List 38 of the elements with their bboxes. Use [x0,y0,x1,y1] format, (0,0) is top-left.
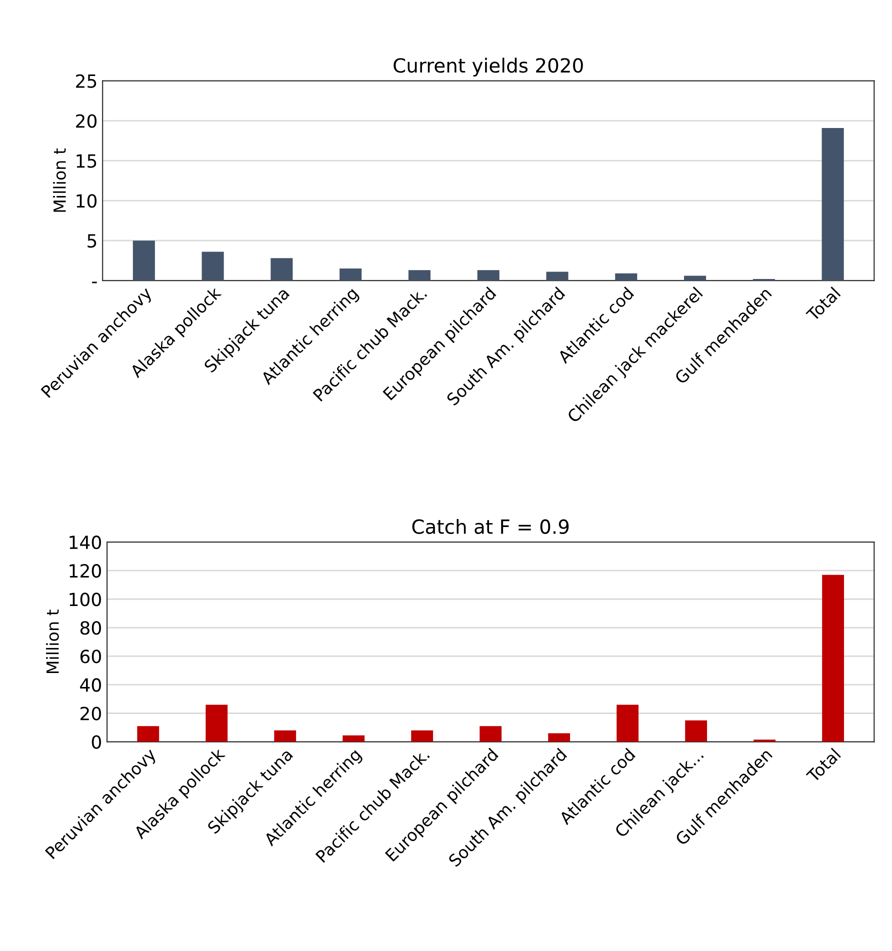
y-tick-label: 15 [76,154,96,168]
bar [546,272,568,281]
bar [206,704,228,742]
bar [137,726,160,742]
y-tick-label: 140 [70,536,101,550]
y-tick-label: 120 [70,564,101,578]
chart-title: Catch at F = 0.9 [412,518,569,534]
bar [548,733,570,742]
bar [477,270,500,281]
y-tick-label: 0 [92,735,101,749]
bar [411,730,434,742]
bar [340,268,362,281]
bar [274,730,296,742]
y-tick-label: 20 [80,706,101,720]
y-tick-label: 5 [88,234,96,248]
y-tick-label: 60 [80,650,101,664]
bar [270,258,293,281]
bar [132,240,155,281]
y-tick-label: 20 [76,114,97,128]
bar [684,276,706,281]
bar [202,252,224,281]
y-tick-label: 10 [76,194,97,208]
bar [408,270,430,281]
y-tick-label: - [92,282,97,284]
bar [480,726,502,742]
y-axis-title: Million t [46,610,59,674]
bar [616,704,639,742]
y-axis-title: Million t [53,148,66,212]
bar [822,574,844,742]
bar [685,720,708,742]
y-tick-label: 100 [70,592,101,606]
bar [822,128,844,281]
y-tick-label: 40 [80,678,101,692]
y-tick-label: 25 [76,74,96,88]
bar [342,735,365,742]
y-tick-label: 80 [80,621,101,635]
chart-title: Current yields 2020 [394,58,583,77]
bar [615,273,638,281]
